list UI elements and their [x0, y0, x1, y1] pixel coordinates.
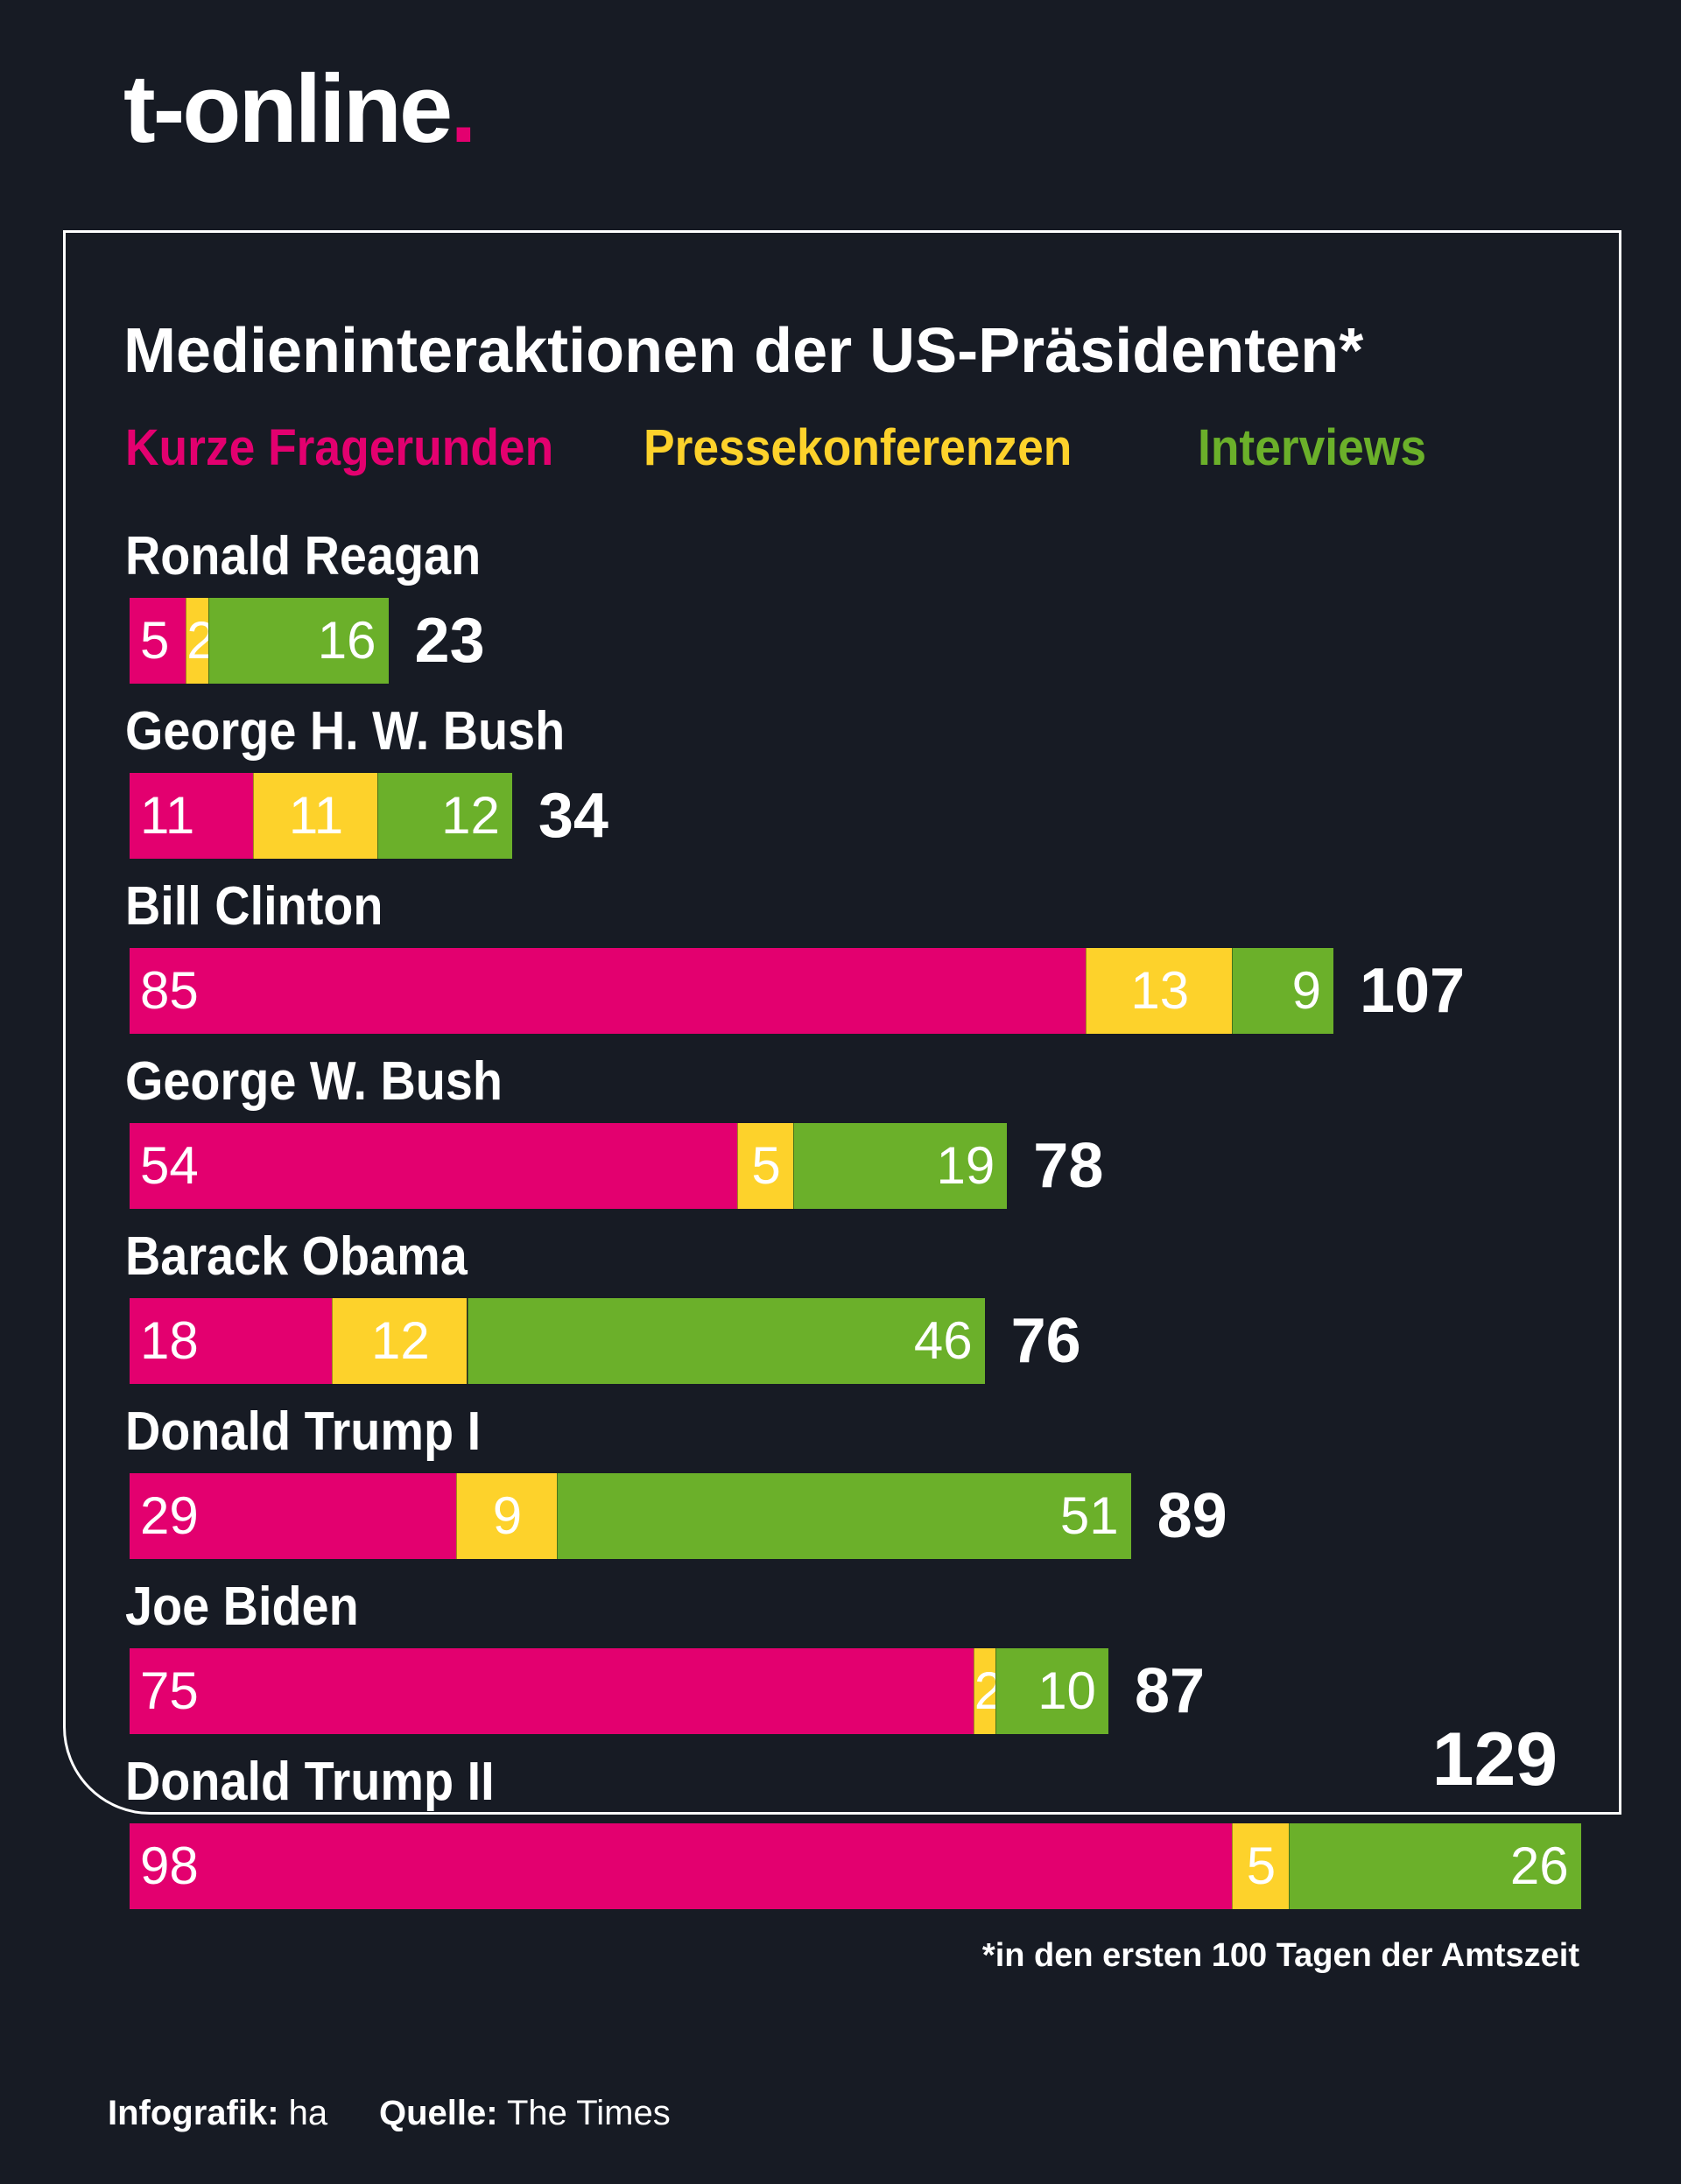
segment-value-label: 75 — [140, 1661, 199, 1720]
bar-segment: 5 — [736, 1123, 794, 1209]
segment-value-label: 16 — [317, 611, 376, 670]
bar-segment: 12 — [376, 773, 512, 859]
source-value: The Times — [506, 2094, 671, 2132]
segment-value-label: 10 — [1037, 1661, 1096, 1720]
logo-dot: . — [450, 55, 477, 163]
president-name: Bill Clinton — [125, 876, 383, 937]
segment-value-label: 51 — [1059, 1486, 1119, 1545]
segment-value-label: 18 — [140, 1311, 199, 1370]
segment-value-label: 13 — [1130, 961, 1190, 1020]
segment-value-label: 19 — [936, 1136, 995, 1195]
bar-segment: 11 — [253, 773, 377, 859]
segment-value-label: 54 — [140, 1136, 199, 1195]
row-total-label: 23 — [414, 606, 485, 676]
segment-value-label: 85 — [140, 961, 199, 1020]
segment-value-label: 98 — [140, 1836, 199, 1895]
credit-value: ha — [288, 2094, 328, 2132]
segment-value-label: 26 — [1509, 1836, 1569, 1895]
legend-item-2: Pressekonferenzen — [644, 419, 1073, 476]
president-name: Joe Biden — [125, 1577, 359, 1637]
row-total-label: 78 — [1033, 1131, 1104, 1201]
president-name: Ronald Reagan — [125, 526, 482, 586]
segment-value-label: 9 — [1291, 961, 1321, 1020]
bar-segment: 10 — [995, 1648, 1108, 1734]
segment-value-label: 9 — [492, 1486, 523, 1545]
segment-value-label: 5 — [140, 611, 170, 670]
footer-credit: Infografik: ha — [108, 2094, 327, 2133]
bar-segment: 2 — [186, 598, 216, 684]
row-total-label: 107 — [1359, 956, 1466, 1026]
chart-footnote: *in den ersten 100 Tagen der Amtszeit — [981, 1937, 1579, 1974]
row-total-label: 89 — [1157, 1481, 1227, 1551]
logo-text: t-online — [123, 55, 453, 163]
president-name: George W. Bush — [125, 1051, 503, 1112]
president-name: George H. W. Bush — [125, 701, 566, 762]
source-label: Quelle: — [379, 2094, 498, 2132]
bar-segment: 85 — [130, 948, 1087, 1034]
bar-segment: 29 — [130, 1473, 456, 1559]
segment-value-label: 5 — [751, 1136, 781, 1195]
bar-segment: 9 — [1232, 948, 1333, 1034]
row-total-label: 87 — [1134, 1656, 1206, 1726]
bar-segment: 13 — [1086, 948, 1233, 1034]
president-name: Barack Obama — [125, 1226, 468, 1287]
bar-segment: 19 — [793, 1123, 1008, 1209]
bar-segment: 26 — [1288, 1823, 1581, 1909]
chart-title: Medieninteraktionen der US-Präsidenten* — [123, 316, 1364, 386]
bar-segment: 46 — [467, 1298, 985, 1384]
segment-value-label: 5 — [1246, 1836, 1277, 1895]
bar-segment: 18 — [130, 1298, 333, 1384]
row-total-label: 129 — [1431, 1717, 1558, 1801]
legend-item-3: Interviews — [1198, 419, 1426, 476]
bar-segment: 5 — [1232, 1823, 1289, 1909]
bar-segment: 12 — [332, 1298, 468, 1384]
president-name: Donald Trump I — [125, 1401, 482, 1462]
bar-segment: 5 — [130, 598, 186, 684]
bar-segment: 75 — [130, 1648, 974, 1734]
legend-item-1: Kurze Fragerunden — [125, 419, 554, 476]
segment-value-label: 29 — [140, 1486, 199, 1545]
president-name: Donald Trump II — [125, 1752, 495, 1812]
segment-value-label: 11 — [140, 786, 195, 845]
segment-value-label: 12 — [371, 1311, 430, 1370]
segment-value-label: 11 — [288, 786, 344, 845]
bar-segment: 54 — [130, 1123, 737, 1209]
bar-segment: 51 — [557, 1473, 1131, 1559]
footer-source: Quelle: The Times — [379, 2094, 671, 2133]
segment-value-label: 46 — [913, 1311, 973, 1370]
bar-segment: 2 — [973, 1648, 1003, 1734]
credit-label: Infografik: — [108, 2094, 279, 2132]
segment-value-label: 12 — [441, 786, 500, 845]
row-total-label: 34 — [538, 781, 608, 851]
bar-segment: 98 — [130, 1823, 1233, 1909]
chart-frame — [63, 230, 1621, 1815]
bar-segment: 16 — [207, 598, 389, 684]
bar-segment: 11 — [130, 773, 254, 859]
bar-segment: 9 — [455, 1473, 558, 1559]
row-total-label: 76 — [1010, 1306, 1081, 1376]
t-online-logo: t-online. — [123, 61, 477, 158]
